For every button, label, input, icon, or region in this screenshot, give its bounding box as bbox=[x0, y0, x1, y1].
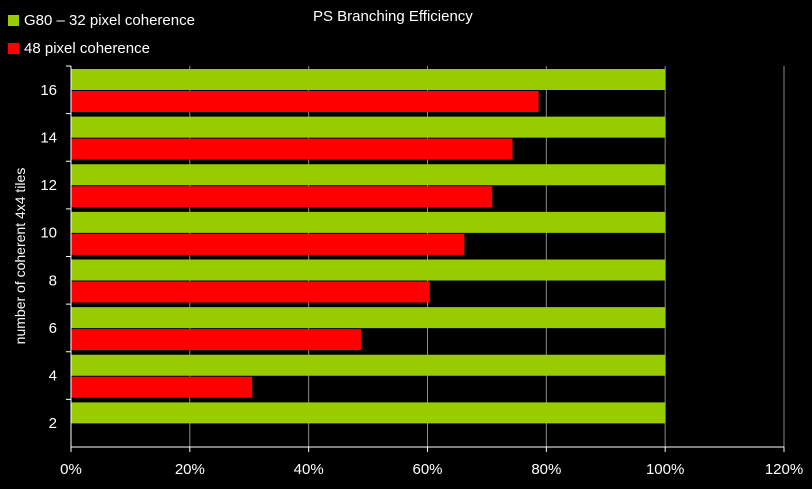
bar-g80-16 bbox=[71, 69, 666, 90]
x-tick-label: 120% bbox=[765, 461, 803, 478]
y-tick-label: 8 bbox=[49, 272, 57, 289]
bar-48px-12 bbox=[71, 186, 493, 208]
bar-g80-4 bbox=[71, 354, 666, 376]
legend-swatch-g80 bbox=[8, 15, 19, 26]
x-tick-label: 0% bbox=[60, 461, 82, 478]
y-tick-label: 14 bbox=[40, 129, 57, 146]
y-tick-label: 4 bbox=[49, 368, 57, 385]
bar-g80-6 bbox=[71, 307, 666, 329]
y-tick-label: 2 bbox=[49, 415, 57, 432]
y-axis-label: number of coherent 4x4 tiles bbox=[12, 168, 28, 345]
y-tick-label: 12 bbox=[40, 177, 57, 194]
x-tick-label: 60% bbox=[412, 461, 442, 478]
bar-48px-4 bbox=[71, 376, 253, 398]
legend-item-g80: G80 – 32 pixel coherence bbox=[8, 12, 195, 29]
bar-g80-14 bbox=[71, 116, 666, 138]
legend-label-48px: 48 pixel coherence bbox=[24, 40, 150, 57]
bar-g80-8 bbox=[71, 259, 666, 281]
bar-g80-12 bbox=[71, 164, 666, 186]
x-tick-label: 40% bbox=[294, 461, 324, 478]
y-tick-label: 10 bbox=[40, 225, 57, 242]
legend-label-g80: G80 – 32 pixel coherence bbox=[24, 12, 195, 29]
y-tick-label: 16 bbox=[40, 82, 57, 99]
y-tick-label: 6 bbox=[49, 320, 57, 337]
bar-48px-8 bbox=[71, 281, 430, 303]
bar-g80-10 bbox=[71, 211, 666, 233]
bar-48px-14 bbox=[71, 138, 513, 160]
legend-item-48px: 48 pixel coherence bbox=[8, 40, 150, 57]
bar-g80-2 bbox=[71, 402, 666, 424]
bar-48px-6 bbox=[71, 329, 361, 351]
x-tick-label: 80% bbox=[531, 461, 561, 478]
x-tick-label: 100% bbox=[646, 461, 684, 478]
bar-48px-10 bbox=[71, 233, 465, 255]
x-tick-label: 20% bbox=[175, 461, 205, 478]
chart-title: PS Branching Efficiency bbox=[313, 8, 473, 25]
legend-swatch-48px bbox=[8, 43, 19, 54]
bar-48px-16 bbox=[71, 91, 539, 112]
